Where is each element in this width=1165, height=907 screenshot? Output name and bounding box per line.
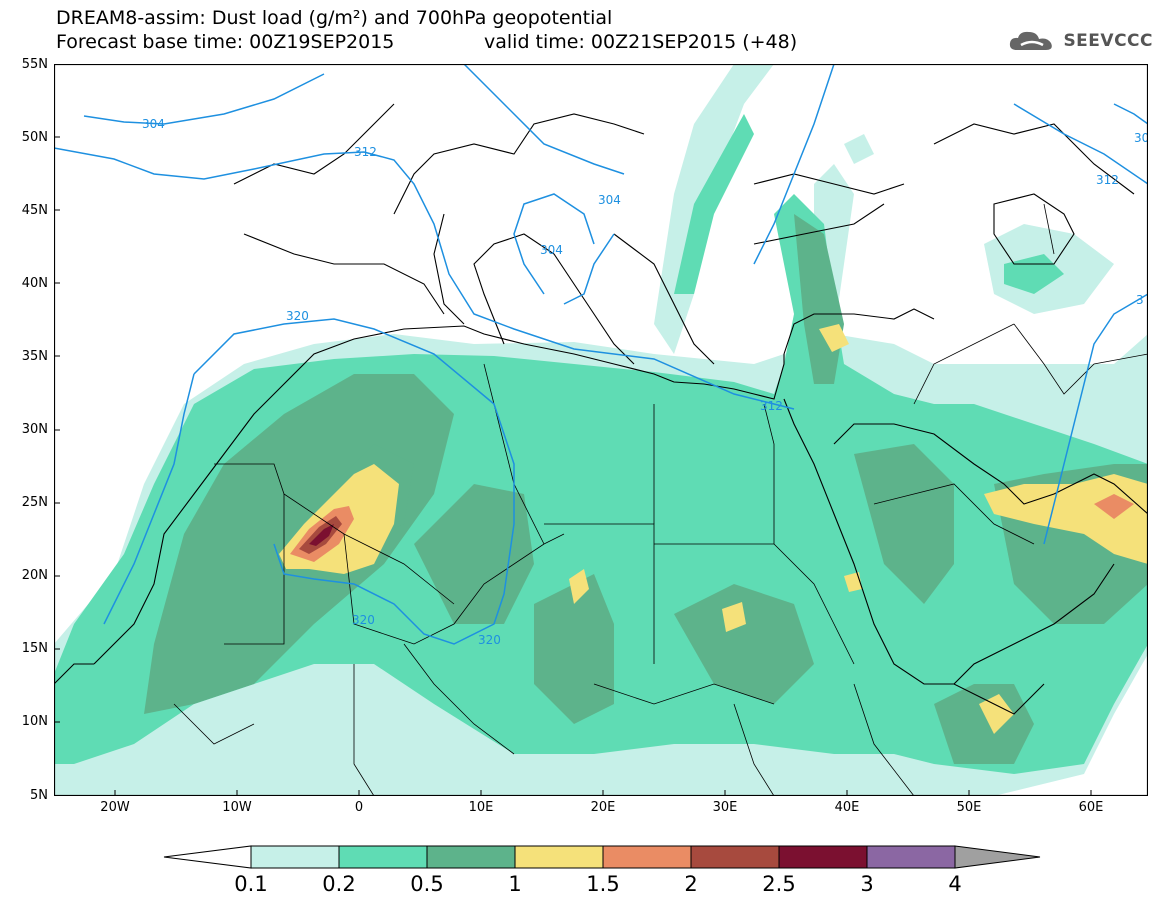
lon-label: 20W (100, 800, 130, 815)
colorbar-segment (250, 845, 340, 869)
contour-label: 304 (598, 193, 621, 207)
lat-label: 55N (21, 57, 48, 72)
contour-label: 30 (1134, 131, 1148, 145)
colorbar-segment (338, 845, 428, 869)
colorbar-segment (690, 845, 780, 869)
colorbar-label: 1.5 (586, 872, 620, 896)
dust-map: 304 312 304 304 320 312 320 320 312 30 3 (54, 64, 1148, 796)
lon-label: 60E (1078, 800, 1104, 815)
lat-label: 20N (21, 568, 48, 583)
lat-label: 45N (21, 203, 48, 218)
base-time-label: Forecast base time: 00Z19SEP2015 (56, 31, 395, 53)
colorbar-segment (514, 845, 604, 869)
contour-label: 3 (1136, 293, 1144, 307)
lat-label: 5N (30, 788, 48, 803)
logo-text: SEEVCCC (1063, 31, 1153, 51)
colorbar-segment (778, 845, 868, 869)
contour-labels: 304 312 304 304 320 312 320 320 312 30 3 (142, 117, 1148, 647)
lat-label: 50N (21, 130, 48, 145)
colorbar-label: 0.1 (234, 872, 268, 896)
colorbar-high-arrow (954, 845, 1041, 869)
lon-label: 10E (468, 800, 494, 815)
colorbar-label: 0.5 (410, 872, 444, 896)
lon-label: 50E (956, 800, 982, 815)
contour-label: 312 (354, 145, 377, 159)
lat-label: 25N (21, 495, 48, 510)
axis-ticks (54, 136, 1092, 796)
geopotential-contours (54, 64, 1148, 645)
colorbar-segment (866, 845, 956, 869)
cloud-logo-icon (1010, 31, 1053, 50)
colorbar-label: 2.5 (762, 872, 796, 896)
lon-label: 40E (834, 800, 860, 815)
colorbar (163, 845, 1041, 869)
contour-label: 304 (540, 243, 563, 257)
contour-label: 312 (760, 399, 783, 413)
lat-label: 15N (21, 641, 48, 656)
dust-shading-2-5 (309, 524, 334, 546)
contour-label: 320 (478, 633, 501, 647)
contour-label: 320 (286, 309, 309, 323)
colorbar-label: 2 (684, 872, 698, 896)
colorbar-segment (426, 845, 516, 869)
valid-time-label: valid time: 00Z21SEP2015 (+48) (484, 31, 798, 53)
colorbar-segment (602, 845, 692, 869)
lat-label: 10N (21, 714, 48, 729)
lat-label: 35N (21, 349, 48, 364)
map-title: DREAM8-assim: Dust load (g/m²) and 700hP… (56, 7, 613, 29)
contour-label: 320 (352, 613, 375, 627)
lon-label: 0 (354, 800, 364, 815)
colorbar-label: 4 (948, 872, 962, 896)
lon-label: 10W (222, 800, 252, 815)
colorbar-label: 0.2 (322, 872, 356, 896)
colorbar-label: 1 (508, 872, 522, 896)
coastlines (54, 103, 1148, 715)
seevccc-logo: SEEVCCC (1007, 28, 1153, 54)
country-borders (173, 203, 1148, 796)
colorbar-low-arrow (163, 845, 252, 869)
lat-label: 30N (21, 422, 48, 437)
lon-label: 20E (590, 800, 616, 815)
colorbar-label: 3 (860, 872, 874, 896)
contour-label: 304 (142, 117, 165, 131)
lon-label: 30E (712, 800, 738, 815)
lat-label: 40N (21, 276, 48, 291)
contour-label: 312 (1096, 173, 1119, 187)
